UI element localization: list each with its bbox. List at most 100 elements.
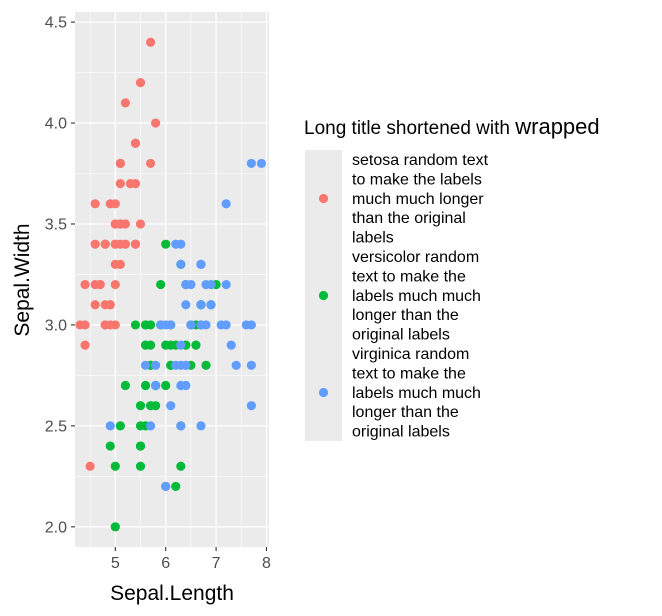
x-tick-label: 8: [262, 555, 271, 572]
data-point-setosa: [105, 199, 115, 209]
data-point-virginica: [206, 300, 216, 310]
data-point-versicolor: [161, 340, 171, 350]
legend-title-part1: Long title shortened with: [304, 118, 515, 139]
legend-label-line: longer than the: [352, 404, 459, 421]
x-axis-title: Sepal.Length: [110, 582, 234, 605]
legend-label-line: to make the labels: [352, 171, 482, 188]
legend-title: Long title shortened with wrapped: [304, 114, 600, 139]
data-point-virginica: [246, 320, 256, 330]
legend-label-line: much much longer: [352, 191, 484, 208]
data-point-setosa: [110, 320, 120, 330]
y-tick-label: 2.0: [45, 519, 67, 536]
data-point-setosa: [135, 219, 146, 229]
data-point-virginica: [140, 360, 151, 370]
data-point-versicolor: [176, 461, 186, 471]
y-tick-label: 4.5: [45, 15, 67, 32]
data-point-virginica: [196, 259, 206, 269]
data-point-versicolor: [115, 421, 125, 431]
data-point-virginica: [231, 360, 241, 370]
data-point-setosa: [90, 199, 100, 209]
legend-label-line: original labels: [352, 424, 450, 441]
data-point-setosa: [90, 279, 100, 290]
legend-label-setosa: setosa random text to make the labels much…: [352, 152, 489, 247]
data-point-virginica: [186, 320, 196, 330]
panel-background: [75, 12, 269, 547]
data-point-virginica: [221, 279, 231, 290]
data-point-versicolor: [130, 320, 141, 330]
data-point-setosa: [80, 320, 90, 330]
data-point-virginica: [105, 421, 115, 431]
data-point-setosa: [145, 158, 156, 169]
data-point-virginica: [151, 360, 161, 370]
data-point-virginica: [176, 380, 186, 391]
legend-label-line: labels: [352, 230, 394, 247]
data-point-virginica: [166, 401, 176, 411]
data-point-virginica: [246, 360, 256, 370]
data-point-setosa: [120, 98, 130, 108]
legend-label-versicolor: versicolor random text to make the labels …: [352, 249, 481, 344]
data-point-setosa: [80, 340, 90, 350]
data-point-virginica: [176, 340, 186, 350]
y-axis-title: Sepal.Width: [11, 223, 34, 336]
data-point-virginica: [181, 279, 191, 290]
data-point-virginica: [176, 421, 186, 431]
y-axis: 2.0 2.5 3.0 3.5 4.0 4.5: [45, 15, 75, 536]
x-tick-label: 6: [161, 555, 170, 572]
legend-label-line: text to make the: [352, 365, 466, 382]
data-point-setosa: [85, 461, 95, 471]
data-point-versicolor: [110, 522, 120, 532]
data-point-virginica: [196, 320, 206, 330]
data-point-versicolor: [120, 380, 130, 391]
data-point-virginica: [176, 360, 186, 370]
legend-key-versicolor: [318, 290, 329, 301]
legend-label-line: setosa random text: [352, 152, 489, 169]
data-point-versicolor: [191, 340, 201, 350]
data-point-setosa: [115, 158, 125, 169]
legend-label-line: versicolor random: [352, 249, 479, 266]
data-point-versicolor: [171, 481, 181, 492]
data-point-setosa: [90, 300, 100, 310]
data-point-virginica: [181, 300, 191, 310]
data-point-virginica: [171, 239, 181, 249]
data-point-versicolor: [110, 461, 120, 471]
legend-label-line: labels much much: [352, 288, 481, 305]
data-point-setosa: [120, 219, 130, 229]
legend-entries: setosa random text to make the labels much…: [305, 150, 489, 441]
y-tick-label: 3.5: [45, 216, 67, 233]
data-point-versicolor: [151, 401, 161, 411]
y-tick-label: 3.0: [45, 317, 67, 334]
legend-label-line: longer than the: [352, 307, 459, 324]
data-point-setosa: [110, 279, 120, 290]
grid-major: [75, 12, 269, 547]
data-point-versicolor: [161, 239, 171, 249]
legend: Long title shortened with wrapped setosa…: [304, 114, 600, 441]
data-point-versicolor: [145, 340, 156, 350]
legend-label-line: virginica random: [352, 346, 469, 363]
data-point-versicolor: [201, 360, 211, 370]
data-point-setosa: [90, 239, 100, 249]
data-point-virginica: [201, 279, 211, 290]
data-point-setosa: [100, 320, 110, 330]
y-tick-label: 4.0: [45, 116, 67, 133]
data-point-virginica: [151, 380, 161, 391]
data-point-virginica: [156, 320, 166, 330]
data-point-setosa: [105, 300, 115, 310]
data-point-versicolor: [161, 380, 171, 391]
data-point-setosa: [115, 179, 125, 189]
data-point-versicolor: [135, 441, 146, 451]
data-point-setosa: [110, 219, 120, 229]
data-point-virginica: [246, 158, 256, 169]
legend-label-line: original labels: [352, 327, 450, 344]
data-point-setosa: [130, 239, 141, 249]
data-point-versicolor: [135, 401, 146, 411]
legend-key-virginica: [318, 387, 329, 398]
x-tick-label: 5: [111, 555, 120, 572]
data-point-virginica: [256, 158, 267, 169]
data-point-setosa: [135, 78, 146, 88]
legend-label-line: text to make the: [352, 268, 466, 285]
data-point-virginica: [196, 300, 206, 310]
x-tick-label: 7: [212, 555, 221, 572]
data-point-virginica: [226, 340, 236, 350]
legend-title-part2: wrapped: [514, 114, 599, 139]
data-point-setosa: [130, 138, 141, 148]
